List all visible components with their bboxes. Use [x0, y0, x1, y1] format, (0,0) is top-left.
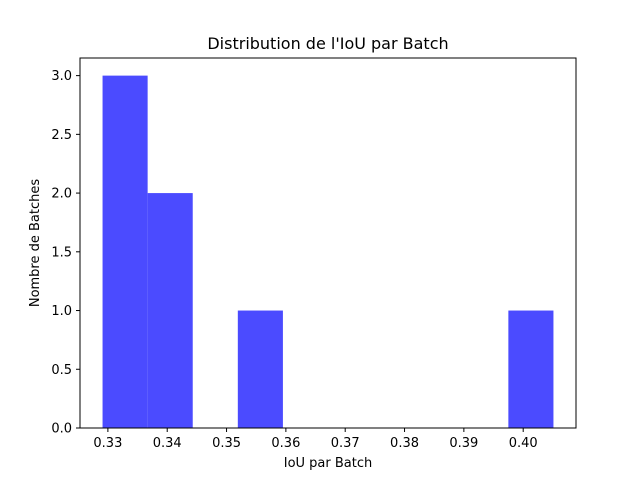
- x-axis-label: IoU par Batch: [284, 456, 373, 471]
- y-tick-label-0: 0.0: [51, 422, 72, 437]
- plot-area-frame: [79, 57, 577, 429]
- histogram-bar-1: [147, 193, 193, 428]
- histogram-bar-3: [237, 310, 283, 428]
- y-axis-ticks: 0.0 0.5 1.0 1.5 2.0 2.5 3.0: [51, 69, 80, 437]
- x-tick-label-7: 0.40: [509, 436, 538, 451]
- y-tick-label-3: 1.5: [51, 245, 72, 260]
- x-tick-label-3: 0.36: [271, 436, 300, 451]
- x-tick-label-1: 0.34: [153, 436, 182, 451]
- y-tick-label-6: 3.0: [51, 69, 72, 84]
- y-tick-label-4: 2.0: [51, 187, 72, 202]
- y-tick-label-5: 2.5: [51, 128, 72, 143]
- y-tick-label-2: 1.0: [51, 304, 72, 319]
- x-axis-ticks: 0.33 0.34 0.35 0.36 0.37 0.38 0.39 0.40: [93, 428, 538, 451]
- histogram-bar-9: [508, 310, 554, 428]
- histogram-bar-0: [102, 75, 148, 429]
- y-axis-label: Nombre de Batches: [28, 179, 43, 308]
- y-tick-label-1: 0.5: [51, 363, 72, 378]
- x-tick-label-2: 0.35: [212, 436, 241, 451]
- chart-title: Distribution de l'IoU par Batch: [207, 34, 448, 53]
- x-tick-label-0: 0.33: [93, 436, 122, 451]
- x-tick-label-6: 0.39: [449, 436, 478, 451]
- x-tick-label-5: 0.38: [390, 436, 419, 451]
- bars-group: [102, 75, 554, 429]
- x-tick-label-4: 0.37: [331, 436, 360, 451]
